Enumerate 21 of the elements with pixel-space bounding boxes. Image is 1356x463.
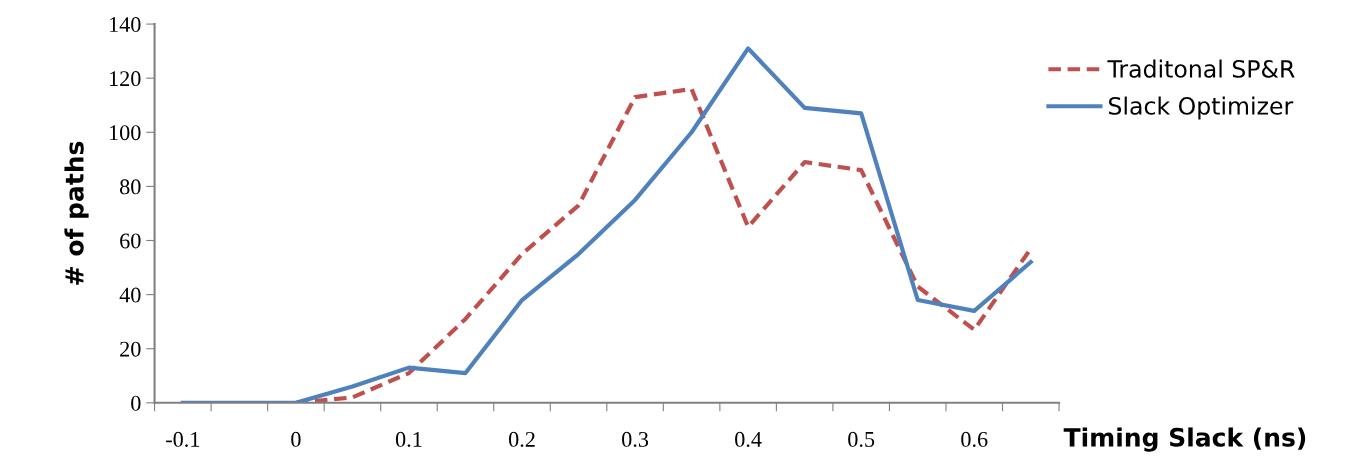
x-axis-title: Timing Slack (ns) <box>1063 427 1306 452</box>
y-tick-label: 120 <box>110 71 141 87</box>
x-tick-label: 0.5 <box>848 431 875 447</box>
y-tick-label: 0 <box>131 395 141 411</box>
y-tick-label: 40 <box>119 287 141 303</box>
y-tick-label: 20 <box>120 341 141 357</box>
x-tick-label: 0.2 <box>508 431 535 447</box>
y-tick-label: 60 <box>120 233 141 249</box>
legend-label: Slack Optimizer <box>1109 96 1294 120</box>
x-tick-label: 0.1 <box>395 431 422 447</box>
legend-label: Traditonal SP&R <box>1107 59 1295 78</box>
line-series <box>180 46 1033 403</box>
y-tick-label: 100 <box>110 125 141 141</box>
x-tick-label: 0.3 <box>622 431 649 447</box>
y-tick-label: 140 <box>110 17 141 32</box>
x-tick-label: 0.4 <box>735 431 762 447</box>
x-tick-label: 0 <box>291 431 301 447</box>
x-tick-label: -0.1 <box>166 431 200 447</box>
y-tick-label: 80 <box>120 179 141 195</box>
y-axis-title: # of paths <box>64 141 89 285</box>
x-tick-label: 0.6 <box>961 431 988 447</box>
